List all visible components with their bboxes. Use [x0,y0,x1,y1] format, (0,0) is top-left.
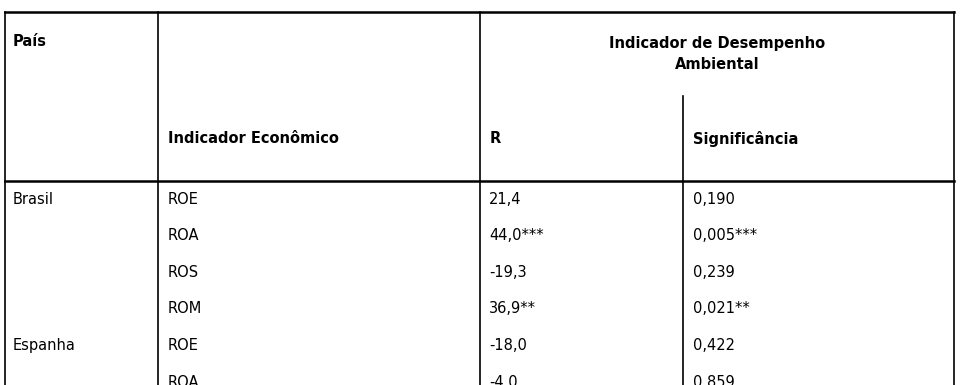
Text: 21,4: 21,4 [489,192,522,207]
Text: 0,021**: 0,021** [693,301,750,316]
Text: ROA: ROA [168,375,200,385]
Text: 0,422: 0,422 [693,338,735,353]
Text: ROE: ROE [168,338,199,353]
Text: 0,005***: 0,005*** [693,228,757,243]
Text: 0,859: 0,859 [693,375,735,385]
Text: Significância: Significância [693,131,798,147]
Text: 36,9**: 36,9** [489,301,537,316]
Text: -4,0: -4,0 [489,375,518,385]
Text: ROA: ROA [168,228,200,243]
Text: ROS: ROS [168,265,199,280]
Text: Indicador Econômico: Indicador Econômico [168,131,338,146]
Text: 0,190: 0,190 [693,192,735,207]
Text: Indicador de Desempenho
Ambiental: Indicador de Desempenho Ambiental [609,36,826,72]
Text: -19,3: -19,3 [489,265,527,280]
Text: 0,239: 0,239 [693,265,735,280]
Text: ROM: ROM [168,301,202,316]
Text: R: R [489,131,501,146]
Text: ROE: ROE [168,192,199,207]
Text: País: País [13,34,47,49]
Text: Espanha: Espanha [13,338,76,353]
Text: 44,0***: 44,0*** [489,228,544,243]
Text: -18,0: -18,0 [489,338,527,353]
Text: Brasil: Brasil [13,192,53,207]
